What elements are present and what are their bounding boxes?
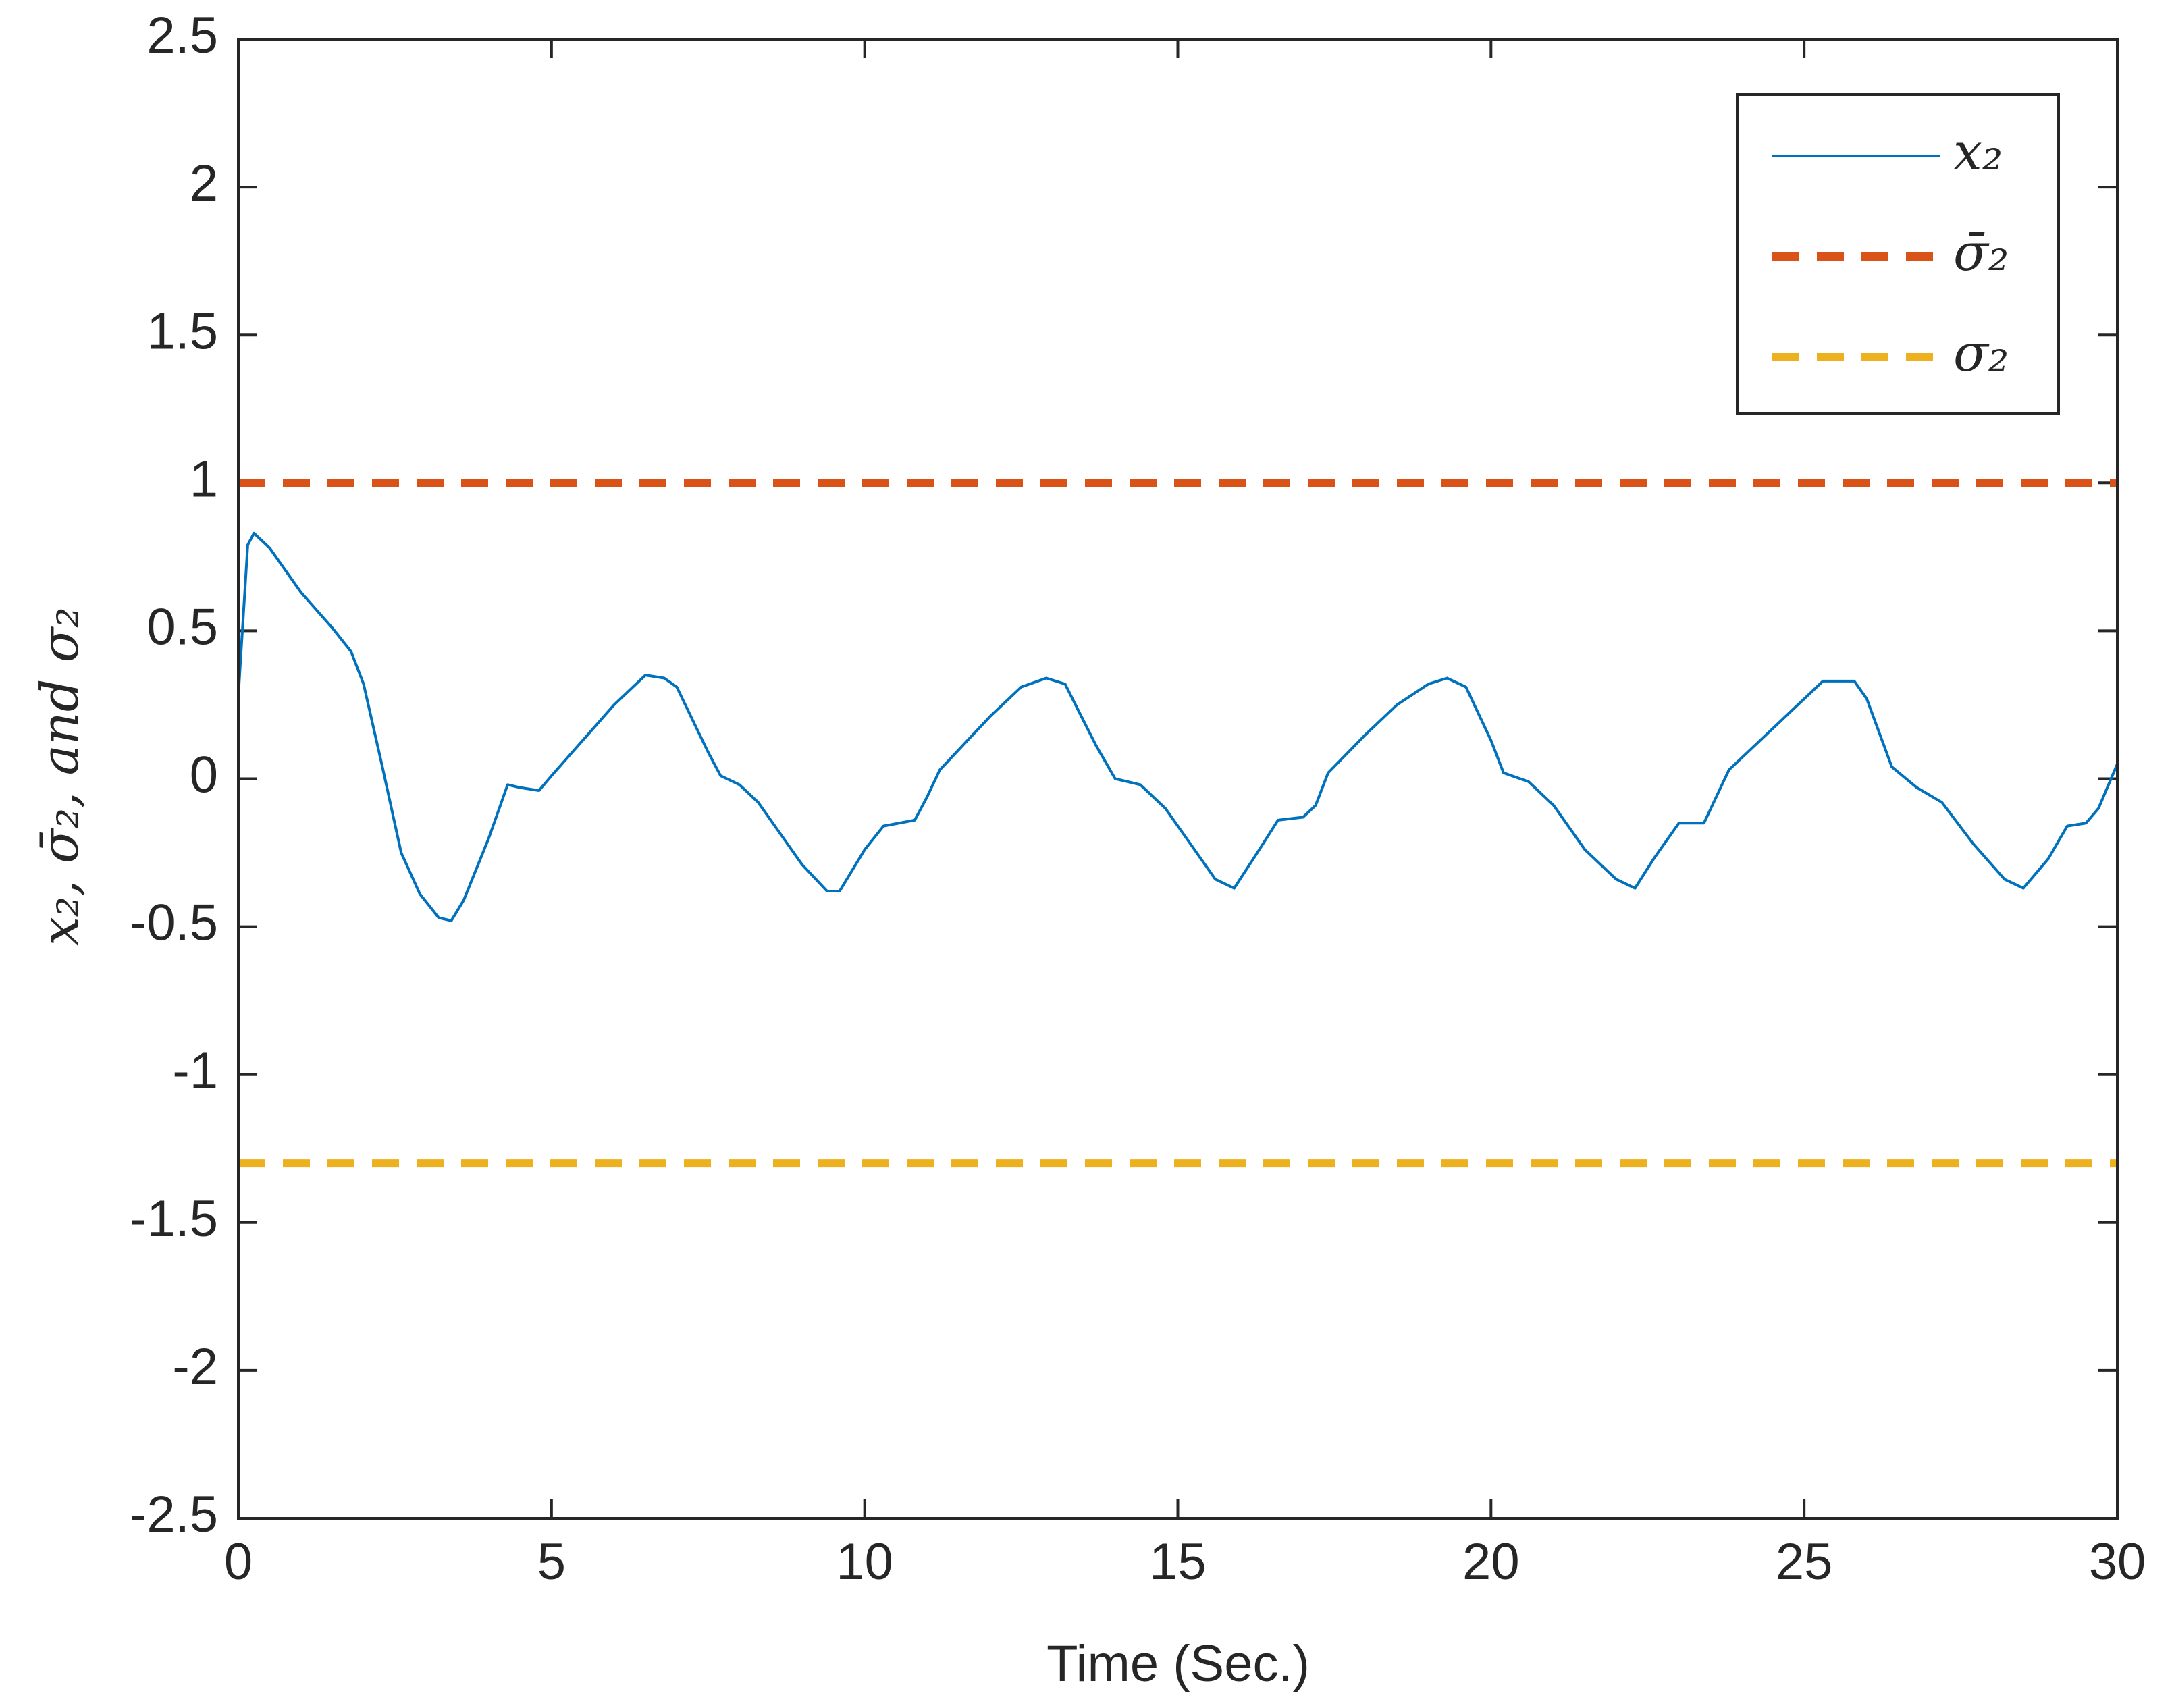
legend-label: σ̄₂ <box>1953 222 2009 282</box>
x-tick-label: 15 <box>1149 1533 1207 1591</box>
y-tick-label: -1 <box>172 1042 218 1100</box>
y-tick-label: 0.5 <box>147 598 218 656</box>
x-tick-label: 25 <box>1776 1533 1833 1591</box>
legend-label: x₂ <box>1953 122 2003 182</box>
x-tick-label: 5 <box>537 1533 566 1591</box>
line <box>237 531 2119 922</box>
y-tick-label: 1.5 <box>147 302 218 360</box>
y-tick-label: -0.5 <box>130 895 218 952</box>
y-tick-label: -2.5 <box>130 1486 218 1543</box>
plot-frame <box>237 38 2119 1520</box>
x-tick-label: 0 <box>224 1533 253 1591</box>
x-axis-label: Time (Sec.) <box>1047 1635 1310 1692</box>
x-tick-label: 20 <box>1462 1533 1520 1591</box>
y-tick-label: 1 <box>190 450 218 508</box>
y-tick-label: -1.5 <box>130 1190 218 1248</box>
x-tick-label: 10 <box>836 1533 893 1591</box>
y-tick-label: -2 <box>172 1338 218 1395</box>
y-axis-label: x₂, σ̄₂, and σ₂ <box>30 607 90 946</box>
y-tick-label: 2.5 <box>147 7 218 64</box>
y-tick-label: 0 <box>190 747 218 804</box>
legend-label: σ₂ <box>1953 323 2009 383</box>
x-tick-label: 30 <box>2089 1533 2146 1591</box>
y-tick-label: 2 <box>190 155 218 212</box>
